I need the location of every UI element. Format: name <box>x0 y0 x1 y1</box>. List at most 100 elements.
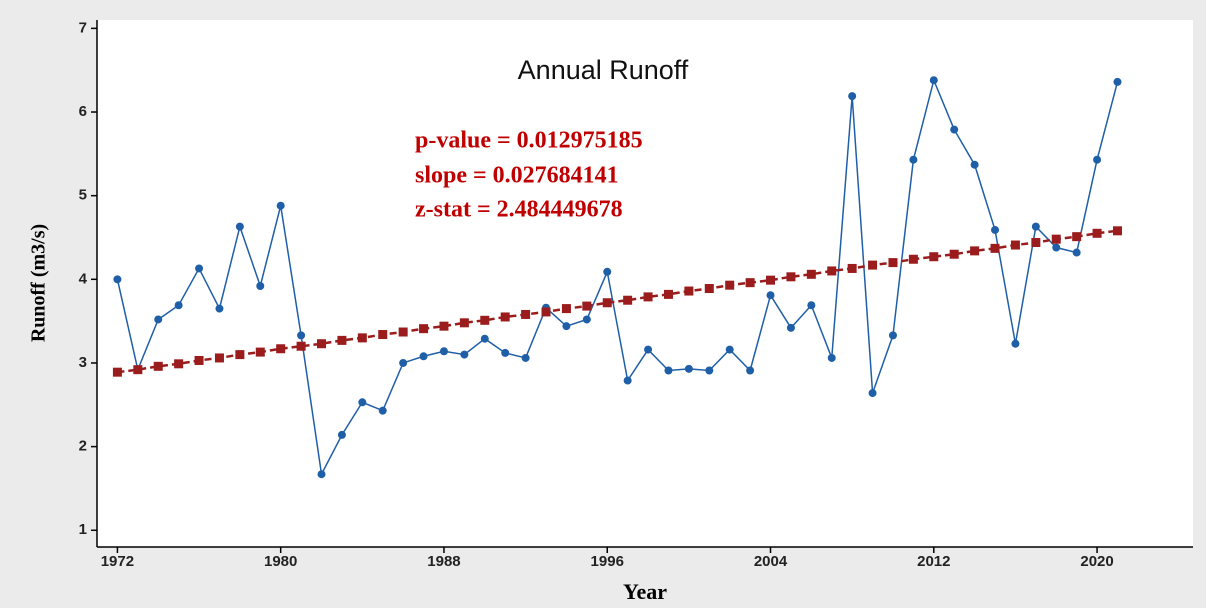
point <box>154 315 163 324</box>
point <box>644 345 653 354</box>
x-tick-label: 1988 <box>427 553 460 570</box>
y-tick-label: 1 <box>79 521 87 538</box>
point <box>459 318 469 328</box>
point <box>541 307 551 317</box>
point <box>276 201 285 210</box>
point <box>153 361 163 371</box>
point <box>562 322 571 331</box>
y-tick-label: 2 <box>79 438 87 455</box>
point <box>439 347 448 356</box>
point <box>439 321 449 331</box>
point <box>663 289 673 299</box>
point <box>623 376 632 385</box>
point <box>1092 228 1102 238</box>
point <box>582 301 592 311</box>
point <box>868 260 878 270</box>
point <box>684 286 694 296</box>
point <box>215 304 224 313</box>
point <box>194 355 204 365</box>
point <box>786 323 795 332</box>
point <box>521 353 530 362</box>
point <box>113 275 122 284</box>
point <box>684 364 693 373</box>
series-line <box>116 77 1119 477</box>
point <box>888 331 897 340</box>
point <box>1011 339 1020 348</box>
point <box>664 366 673 375</box>
point <box>725 280 735 290</box>
point <box>561 304 571 314</box>
point <box>276 344 286 354</box>
point <box>358 398 367 407</box>
annotation: p-value = 0.012975185 <box>415 128 643 154</box>
point <box>807 301 816 310</box>
point <box>112 367 122 377</box>
point <box>133 365 143 375</box>
point <box>378 406 387 415</box>
y-axis-label: Runoff (m3/s) <box>28 224 50 342</box>
point <box>868 389 877 398</box>
point <box>603 267 612 276</box>
point <box>297 331 306 340</box>
point <box>174 359 184 369</box>
point <box>1072 232 1082 242</box>
point <box>990 243 1000 253</box>
point <box>847 263 857 273</box>
point <box>337 335 347 345</box>
point <box>399 358 408 367</box>
point <box>378 330 388 340</box>
point <box>888 258 898 268</box>
point <box>398 327 408 337</box>
point <box>970 246 980 256</box>
point <box>296 341 306 351</box>
x-tick-label: 1996 <box>591 553 624 570</box>
point <box>602 298 612 308</box>
point <box>929 252 939 262</box>
point <box>1010 240 1020 250</box>
point <box>745 278 755 288</box>
point <box>1031 222 1040 231</box>
point <box>909 155 918 164</box>
y-tick-label: 4 <box>79 270 88 287</box>
x-tick-label: 2020 <box>1080 553 1113 570</box>
annotation: slope = 0.027684141 <box>415 163 619 189</box>
point <box>623 295 633 305</box>
point <box>1113 77 1122 86</box>
x-tick-label: 1980 <box>264 553 297 570</box>
point <box>1031 238 1041 248</box>
point <box>1093 155 1102 164</box>
point <box>1052 243 1061 252</box>
point <box>500 312 510 322</box>
point <box>480 334 489 343</box>
point <box>949 249 959 259</box>
point <box>1051 234 1061 244</box>
chart-title: Annual Runoff <box>518 55 689 85</box>
point <box>419 324 429 334</box>
point <box>174 301 183 310</box>
point <box>214 353 224 363</box>
point <box>521 309 531 319</box>
point <box>235 222 244 231</box>
point <box>929 76 938 85</box>
annotation: z-stat = 2.484449678 <box>415 197 623 223</box>
point <box>256 282 265 291</box>
point <box>827 266 837 276</box>
point <box>908 254 918 264</box>
point <box>725 345 734 354</box>
y-tick-label: 7 <box>79 19 87 36</box>
point <box>970 160 979 169</box>
y-tick-label: 5 <box>79 187 87 204</box>
point <box>991 225 1000 234</box>
point <box>317 339 327 349</box>
point <box>419 352 428 361</box>
point <box>766 291 775 300</box>
point <box>195 264 204 273</box>
x-axis-label: Year <box>623 579 667 604</box>
point <box>1072 248 1081 257</box>
point <box>786 272 796 282</box>
point <box>501 348 510 357</box>
x-tick-label: 2012 <box>917 553 950 570</box>
x-tick-label: 1972 <box>101 553 134 570</box>
point <box>848 92 857 101</box>
